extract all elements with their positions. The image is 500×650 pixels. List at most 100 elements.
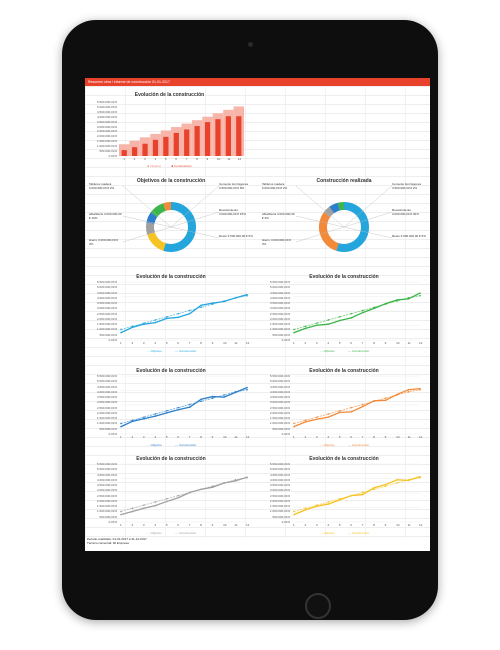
data-point bbox=[223, 394, 225, 396]
data-point bbox=[143, 416, 145, 418]
data-point bbox=[166, 410, 168, 412]
x-tick-label: 2 bbox=[133, 157, 136, 161]
x-tick-label: 12 bbox=[237, 157, 242, 161]
data-point bbox=[143, 323, 145, 325]
data-point bbox=[120, 328, 122, 331]
data-point bbox=[327, 413, 330, 415]
x-tick-label: 7 bbox=[185, 157, 188, 161]
donut-slice bbox=[146, 202, 196, 253]
bar-construction bbox=[152, 139, 159, 156]
y-tick-label: 5.500.000,00 € bbox=[269, 280, 290, 284]
legend-objective: - - Objetivo bbox=[147, 531, 162, 535]
y-tick-label: 4.000.000,00 € bbox=[96, 114, 117, 119]
y-tick-label: 500.000,00 € bbox=[99, 149, 117, 154]
data-point bbox=[188, 403, 191, 406]
x-tick-label: 6 bbox=[175, 157, 177, 161]
data-point bbox=[361, 405, 364, 408]
y-tick-label: 500.000,00 € bbox=[272, 514, 290, 519]
x-tick-label: 3 bbox=[142, 523, 145, 527]
y-tick-label: 5.000.000,00 € bbox=[96, 379, 117, 384]
x-tick-label: 3 bbox=[315, 341, 318, 345]
x-tick-label: 5 bbox=[164, 157, 167, 161]
x-tick-label: 9 bbox=[211, 523, 214, 527]
data-point bbox=[373, 307, 375, 310]
footer-period: Periodo analizado: 01-01-2017 a 31-12-20… bbox=[87, 537, 147, 541]
donut-callout: Hierro 3.000.000,00 € 3% bbox=[262, 238, 292, 246]
chart-title: Evolución de la construcción bbox=[136, 368, 206, 374]
y-tick-label: 5.500.000,00 € bbox=[269, 462, 290, 466]
y-tick-label: 1.000.000,00 € bbox=[96, 509, 117, 514]
data-point bbox=[223, 482, 225, 484]
x-tick-label: 4 bbox=[154, 341, 157, 345]
x-tick-label: 3 bbox=[144, 157, 146, 161]
callout-leader bbox=[122, 215, 172, 228]
x-tick-label: 8 bbox=[196, 157, 198, 161]
y-tick-label: 2.000.000,00 € bbox=[96, 316, 117, 321]
data-point bbox=[396, 479, 398, 481]
data-point bbox=[339, 499, 341, 501]
donut-slice bbox=[146, 202, 196, 252]
y-tick-label: 2.000.000,00 € bbox=[96, 134, 117, 139]
x-tick-label: 5 bbox=[338, 435, 341, 439]
x-tick-label: 9 bbox=[211, 341, 214, 345]
x-tick-label: 5 bbox=[338, 523, 341, 527]
legend-construction: — Construcción bbox=[348, 531, 370, 535]
donut-slice bbox=[319, 202, 369, 253]
x-tick-label: 4 bbox=[327, 435, 330, 439]
data-point bbox=[419, 475, 421, 478]
x-tick-label: 2 bbox=[304, 435, 307, 439]
data-point bbox=[211, 486, 214, 488]
y-tick-label: 4.000.000,00 € bbox=[269, 295, 290, 300]
footer-technician: Técnico comercial: Mi Empresa bbox=[87, 541, 129, 545]
chart-title: Evolución de la construcción bbox=[309, 456, 379, 462]
x-tick-label: 10 bbox=[396, 435, 400, 439]
line-chart-svg bbox=[293, 375, 421, 435]
data-point bbox=[166, 412, 168, 414]
y-tick-label: 5.000.000,00 € bbox=[96, 104, 117, 109]
x-tick-label: 4 bbox=[154, 523, 157, 527]
bar-construction bbox=[215, 119, 221, 156]
data-point bbox=[211, 395, 214, 398]
y-tick-label: 3.500.000,00 € bbox=[96, 483, 117, 488]
data-point bbox=[188, 491, 191, 494]
y-tick-label: 0,00 € bbox=[281, 338, 290, 342]
callout-leader bbox=[122, 226, 172, 243]
legend-construction: — Construcción bbox=[175, 443, 197, 447]
data-point bbox=[131, 507, 134, 510]
x-tick-label: 5 bbox=[165, 435, 168, 439]
data-point bbox=[407, 391, 410, 393]
bar-construction bbox=[142, 143, 148, 156]
y-tick-label: 2.500.000,00 € bbox=[96, 311, 117, 316]
y-tick-label: 500.000,00 € bbox=[272, 426, 290, 431]
data-point bbox=[131, 420, 134, 423]
x-tick-label: 6 bbox=[350, 341, 352, 345]
spreadsheet-screen: Resumen obra / informe de construcción 0… bbox=[85, 78, 430, 551]
y-tick-label: 3.000.000,00 € bbox=[96, 488, 117, 493]
x-tick-label: 6 bbox=[350, 523, 352, 527]
callout-leader bbox=[170, 211, 220, 228]
callout-leader bbox=[295, 185, 345, 228]
donut-callout: Resto 3.500.000,00 € 5% bbox=[392, 234, 426, 238]
home-button[interactable] bbox=[305, 593, 331, 619]
data-point bbox=[407, 388, 410, 391]
bar-construction bbox=[173, 132, 179, 156]
data-point bbox=[293, 425, 295, 428]
camera-icon bbox=[248, 42, 253, 47]
line-chart-panel-4: Evolución de la construcción 5.500.000,00… bbox=[260, 368, 428, 450]
line-chart-svg bbox=[120, 375, 248, 435]
x-tick-label: 11 bbox=[407, 523, 411, 527]
data-point bbox=[350, 406, 353, 409]
bar-construction bbox=[132, 147, 138, 156]
data-point bbox=[304, 507, 307, 510]
x-tick-label: 11 bbox=[234, 435, 238, 439]
donut-callout: Hierro 3.000.000,00 € 3% bbox=[89, 238, 119, 246]
donut-slice bbox=[146, 202, 196, 252]
y-tick-label: 3.000.000,00 € bbox=[96, 306, 117, 311]
x-tick-label: 2 bbox=[131, 435, 134, 439]
x-tick-label: 1 bbox=[120, 435, 122, 439]
data-point bbox=[211, 397, 214, 399]
data-point bbox=[188, 406, 191, 408]
x-tick-label: 10 bbox=[396, 523, 400, 527]
series-line-construction bbox=[120, 294, 248, 334]
y-tick-label: 1.500.000,00 € bbox=[269, 322, 290, 327]
